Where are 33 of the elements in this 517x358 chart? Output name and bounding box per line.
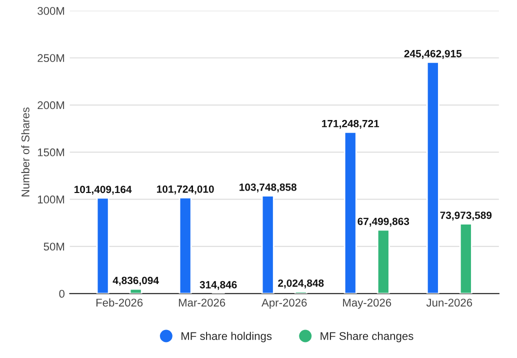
legend-label: MF share holdings	[182, 332, 272, 342]
y-tick-label: 100M	[38, 196, 64, 204]
data-label: 171,248,721	[322, 120, 380, 129]
x-tick-label: May-2026	[343, 298, 392, 309]
data-label: 67,499,863	[358, 218, 410, 227]
y-tick-label: 150M	[38, 148, 64, 156]
x-tick-label: Feb-2026	[96, 298, 143, 307]
data-label: 101,409,164	[74, 186, 132, 195]
bar	[459, 223, 472, 294]
bar	[178, 196, 192, 294]
bar	[426, 61, 440, 294]
bar	[261, 195, 274, 294]
data-label: 103,748,858	[240, 184, 296, 192]
x-tick-label: Apr-2026	[262, 298, 307, 309]
bar	[129, 288, 142, 294]
y-tick-label: 300M	[38, 7, 64, 15]
bar	[376, 229, 390, 294]
data-label: 245,462,915	[404, 50, 462, 59]
y-axis-title: Number of Shares	[21, 107, 30, 196]
y-tick-label: 0	[59, 290, 64, 298]
data-label: 101,724,010	[157, 185, 214, 194]
x-tick-label: Mar-2026	[178, 298, 226, 307]
x-tick-label: Jun-2026	[426, 298, 472, 307]
y-tick-label: 200M	[38, 101, 64, 110]
data-label: 2,024,848	[278, 279, 324, 288]
y-tick-label: 250M	[38, 54, 64, 62]
data-label: 73,973,589	[440, 212, 492, 220]
bar	[344, 131, 357, 294]
y-tick-label: 50M	[44, 242, 64, 251]
legend-label: MF Share changes	[320, 332, 414, 342]
bar	[96, 197, 110, 294]
data-label: 4,836,094	[112, 276, 159, 286]
data-label: 314,846	[200, 281, 237, 290]
